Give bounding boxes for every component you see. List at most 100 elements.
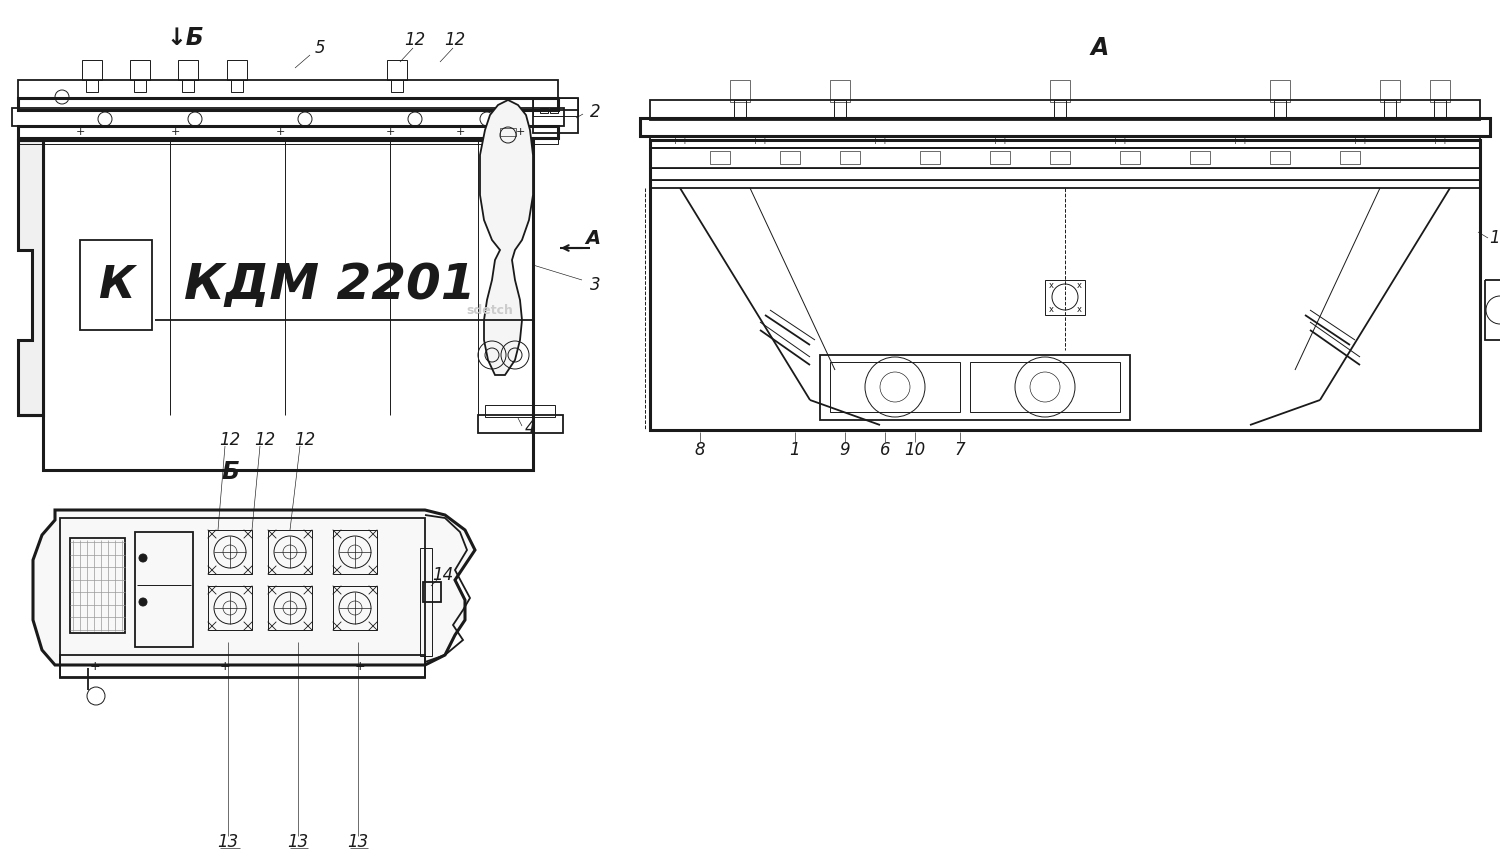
Bar (1190, 151, 1210, 164)
Bar (134, 80, 146, 92)
Bar (86, 80, 98, 92)
Text: 12: 12 (405, 31, 426, 49)
Bar (821, 355, 1130, 420)
Bar (18, 80, 558, 98)
Bar (650, 180, 1480, 188)
Bar (1485, 280, 1500, 340)
Bar (532, 98, 578, 116)
Text: + +: + + (752, 138, 768, 146)
Text: +: + (516, 127, 525, 137)
Text: +: + (354, 659, 366, 672)
Text: + +: + + (672, 138, 688, 146)
Text: +: + (276, 127, 285, 137)
Text: КДМ 2201: КДМ 2201 (184, 261, 476, 309)
Text: +: + (90, 659, 101, 672)
Bar (780, 151, 800, 164)
Bar (650, 140, 1480, 430)
Text: +: + (456, 127, 465, 137)
Text: 2: 2 (590, 103, 600, 121)
Bar (387, 60, 406, 80)
Text: Б: Б (220, 460, 238, 484)
Bar (710, 151, 730, 164)
Bar (80, 240, 152, 330)
Text: 12: 12 (444, 31, 465, 49)
Bar (990, 151, 1010, 164)
Text: A: A (1090, 36, 1108, 60)
Text: К: К (98, 264, 134, 306)
Text: 11: 11 (1490, 229, 1500, 247)
Bar (730, 80, 750, 102)
Bar (970, 362, 1120, 412)
Bar (18, 98, 558, 110)
Text: + +: + + (871, 138, 888, 146)
Bar (1046, 280, 1084, 315)
Text: + +: + + (1112, 138, 1128, 146)
Bar (478, 415, 562, 433)
Bar (1274, 100, 1286, 118)
Text: 8: 8 (694, 441, 705, 459)
Bar (209, 586, 252, 630)
Bar (130, 60, 150, 80)
Bar (650, 168, 1480, 180)
Text: + +: + + (992, 138, 1008, 146)
Text: 3: 3 (590, 276, 600, 294)
Text: x: x (1077, 304, 1082, 313)
Bar (268, 586, 312, 630)
Text: +: + (75, 127, 84, 137)
Bar (920, 151, 940, 164)
Text: + +: + + (1352, 138, 1368, 146)
Bar (650, 136, 1480, 148)
Circle shape (140, 598, 147, 606)
Bar (734, 100, 746, 118)
Text: x: x (1048, 280, 1053, 290)
Bar (1054, 100, 1066, 118)
Bar (500, 128, 516, 136)
Text: +: + (219, 659, 231, 672)
Text: x: x (1077, 280, 1082, 290)
Text: 12: 12 (219, 431, 240, 449)
Bar (44, 140, 532, 470)
Bar (650, 148, 1480, 168)
Bar (1384, 100, 1396, 118)
Bar (178, 60, 198, 80)
Circle shape (140, 554, 147, 562)
Bar (333, 530, 376, 574)
Polygon shape (33, 510, 476, 665)
Bar (1050, 80, 1070, 102)
Bar (60, 518, 424, 678)
Text: + +: + + (1232, 138, 1248, 146)
Bar (1434, 100, 1446, 118)
Bar (182, 80, 194, 92)
Bar (830, 362, 960, 412)
Text: A: A (585, 228, 600, 247)
Bar (70, 538, 124, 633)
Bar (268, 530, 312, 574)
Text: 6: 6 (879, 441, 891, 459)
Bar (231, 80, 243, 92)
Text: + +: + + (1432, 138, 1448, 146)
Text: 13: 13 (217, 833, 238, 851)
Bar (18, 126, 558, 138)
Text: sdetch: sdetch (466, 304, 513, 317)
Text: 12: 12 (294, 431, 315, 449)
Bar (1270, 80, 1290, 102)
Text: +: + (386, 127, 394, 137)
Text: 13: 13 (288, 833, 309, 851)
Text: 5: 5 (315, 39, 326, 57)
Bar (209, 530, 252, 574)
Bar (12, 108, 564, 126)
Bar (1120, 151, 1140, 164)
Bar (540, 108, 548, 113)
Bar (333, 586, 376, 630)
Bar (1270, 151, 1290, 164)
Bar (82, 60, 102, 80)
Bar (18, 138, 558, 144)
Bar (830, 80, 850, 102)
Bar (550, 108, 558, 113)
Text: +: + (171, 127, 180, 137)
Bar (60, 655, 424, 677)
Bar (423, 582, 441, 602)
Text: 10: 10 (904, 441, 926, 459)
Bar (1340, 151, 1360, 164)
Polygon shape (18, 140, 44, 415)
